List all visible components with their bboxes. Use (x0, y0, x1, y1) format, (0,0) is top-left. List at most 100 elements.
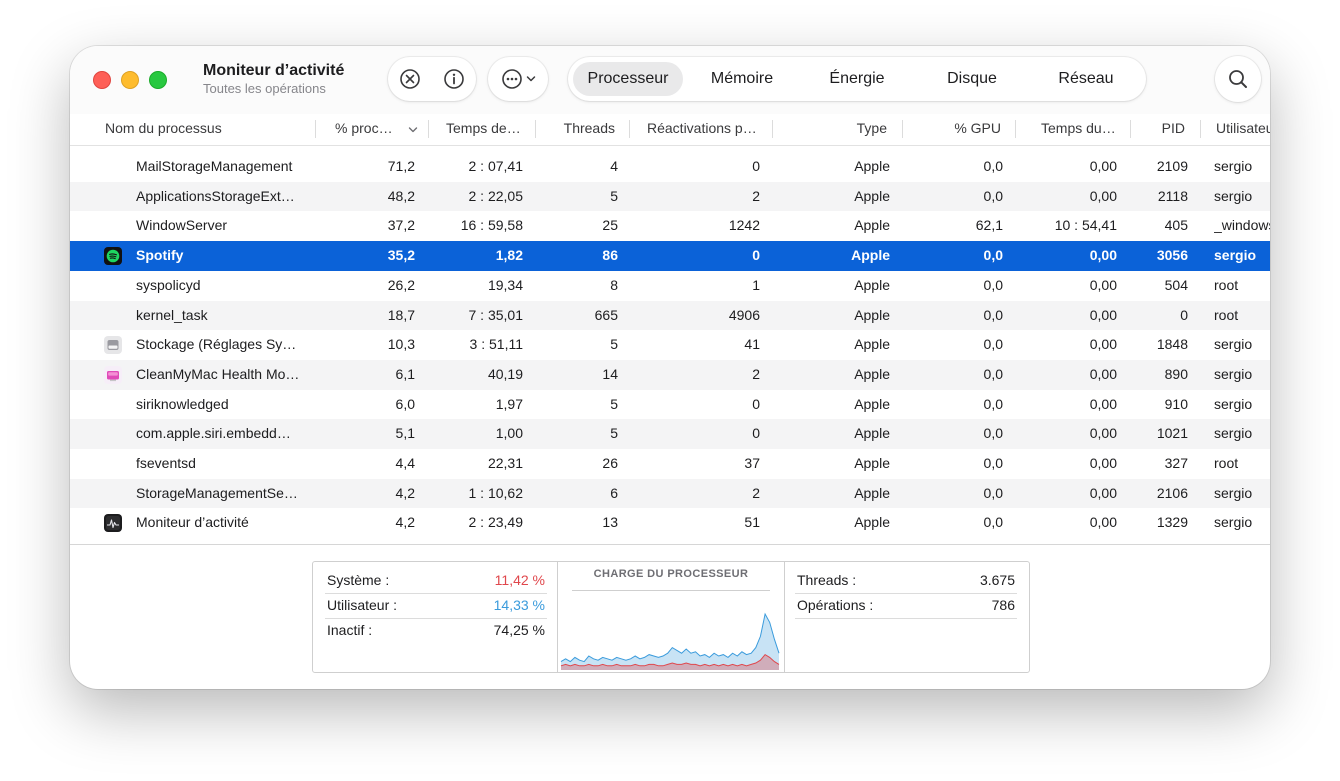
table-row[interactable]: MailStorageManagement 71,2 2 : 07,41 4 0 Appl… (70, 152, 1270, 182)
cell-pid: 1021 (1156, 425, 1188, 442)
table-row[interactable]: syspolicyd 26,2 19,34 8 1 Apple 0,0 0,00 504 root (70, 271, 1270, 301)
cell-pid: 3056 (1156, 247, 1188, 264)
cell-threads: 4 (610, 158, 618, 174)
tab-reseau[interactable]: Réseau (1058, 70, 1114, 87)
column-header-cpu[interactable]: % proc… (335, 120, 393, 136)
cell-gpu-time: 0,00 (1089, 336, 1117, 353)
cell-user: sergio (1214, 514, 1253, 531)
cell-user: sergio (1214, 365, 1253, 382)
cell-gpu-time: 0,00 (1089, 306, 1117, 323)
cell-threads: 5 (610, 425, 618, 442)
cell-pid: 405 (1164, 217, 1188, 234)
cell-process-name: MailStorageManagement (136, 158, 293, 174)
tab-disque[interactable]: Disque (947, 70, 997, 87)
cell-user: sergio (1214, 425, 1253, 442)
threads-value: 3.675 (979, 572, 1015, 588)
cell-cpu: 10,3 (387, 336, 415, 353)
tab-energie[interactable]: Énergie (829, 70, 885, 87)
cell-type: Apple (854, 455, 890, 471)
cell-threads: 5 (610, 336, 618, 353)
stop-process-button[interactable] (388, 57, 432, 101)
cell-pid: 1848 (1156, 336, 1188, 353)
cell-gpu-time: 10 : 54,41 (1054, 217, 1117, 234)
window-title: Moniteur d’activité (203, 62, 345, 79)
cell-type: Apple (854, 425, 890, 442)
cell-gpu: 0,0 (983, 158, 1003, 174)
cell-gpu: 0,0 (983, 187, 1003, 204)
cell-gpu: 0,0 (983, 455, 1003, 471)
cell-gpu-time: 0,00 (1089, 425, 1117, 442)
cell-threads: 86 (602, 247, 618, 264)
operations-value: 786 (991, 597, 1015, 613)
cell-process-name: Stockage (Réglages Sy… (136, 336, 297, 353)
cell-type: Apple (854, 187, 890, 204)
search-button[interactable] (1215, 56, 1261, 102)
info-button[interactable] (432, 57, 476, 101)
cell-process-name: ApplicationsStorageExt… (136, 187, 295, 204)
cell-user: sergio (1214, 484, 1253, 501)
info-icon (444, 69, 464, 89)
cell-wakeups: 41 (744, 336, 760, 353)
more-actions-button[interactable] (490, 57, 546, 101)
toolbar: Moniteur d’activité Toutes les opération… (70, 46, 1270, 114)
cell-wakeups: 51 (744, 514, 760, 531)
cell-user: sergio (1214, 336, 1253, 353)
cell-pid: 327 (1164, 455, 1188, 471)
cell-threads: 8 (610, 276, 618, 293)
column-header-name[interactable]: Nom du processus (105, 120, 222, 136)
cell-threads: 25 (602, 217, 618, 234)
table-row[interactable]: WindowServer 37,2 16 : 59,58 25 1242 Apple 62,… (70, 211, 1270, 241)
minimize-window-button[interactable] (121, 71, 139, 89)
cell-gpu-time: 0,00 (1089, 484, 1117, 501)
table-row[interactable]: com.apple.siri.embedd… 5,1 1,00 5 0 Apple 0,0 0… (70, 419, 1270, 449)
cell-threads: 5 (610, 187, 618, 204)
table-row[interactable]: Spotify 35,2 1,82 86 0 Apple 0,0 0,00 3056 sergio (70, 241, 1270, 271)
tab-memoire[interactable]: Mémoire (710, 70, 774, 87)
column-header-threads[interactable]: Threads (563, 120, 615, 136)
cell-process-name: fseventsd (136, 455, 196, 471)
system-load-area (561, 654, 779, 670)
cell-gpu: 0,0 (983, 484, 1003, 501)
system-load-line (560, 653, 780, 667)
cell-cpu: 4,2 (395, 514, 415, 531)
cell-wakeups: 1242 (728, 217, 760, 234)
zoom-window-button[interactable] (149, 71, 167, 89)
column-header-wakeups[interactable]: Réactivations p… (647, 120, 757, 136)
table-row[interactable]: CleanMyMac Health Mo… 6,1 40,19 14 2 Apple 0,0… (70, 359, 1270, 390)
system-label: Système : (327, 572, 390, 588)
cell-cpu: 26,2 (387, 276, 415, 293)
cell-cpu-time: 19,34 (487, 276, 523, 293)
table-row[interactable]: siriknowledged 6,0 1,97 5 0 Apple 0,0 0,00 910 se… (70, 390, 1270, 420)
cell-gpu: 0,0 (983, 336, 1003, 353)
cell-process-name: com.apple.siri.embedd… (136, 425, 291, 442)
cell-cpu-time: 40,19 (487, 365, 523, 382)
search-button-icon-wrap[interactable] (1216, 57, 1260, 101)
column-header-pid[interactable]: PID (1161, 120, 1185, 136)
table-row[interactable]: Moniteur d’activité 4,2 2 : 23,49 13 51 Apple… (70, 508, 1270, 538)
table-row[interactable]: fseventsd 4,4 22,31 26 37 Apple 0,0 0,00 327 root (70, 449, 1270, 479)
cell-cpu-time: 16 : 59,58 (460, 217, 523, 234)
cell-gpu-time: 0,00 (1089, 247, 1117, 264)
close-window-button[interactable] (93, 71, 111, 89)
tab-processeur[interactable]: Processeur (573, 62, 683, 96)
column-header-gpu-time[interactable]: Temps du… (1041, 120, 1116, 136)
cell-threads: 13 (602, 514, 618, 531)
column-header-cpu-time[interactable]: Temps de… (446, 120, 521, 136)
cell-wakeups: 1 (752, 276, 760, 293)
operations-label: Opérations : (797, 597, 874, 613)
table-row[interactable]: kernel_task 18,7 7 : 35,01 665 4906 Apple 0,0 0… (70, 300, 1270, 331)
column-header-user[interactable]: Utilisateur (1216, 120, 1270, 136)
cell-cpu: 5,1 (395, 425, 415, 442)
cell-gpu: 0,0 (983, 514, 1003, 531)
cell-gpu-time: 0,00 (1089, 276, 1117, 293)
cell-process-name: StorageManagementSe… (136, 484, 298, 501)
table-row[interactable]: ApplicationsStorageExt… 48,2 2 : 22,05 5 2 Ap… (70, 181, 1270, 212)
cell-type: Apple (854, 365, 890, 382)
column-header-type[interactable]: Type (856, 120, 887, 136)
cell-gpu-time: 0,00 (1089, 365, 1117, 382)
cell-wakeups: 0 (752, 425, 760, 442)
cell-user: sergio (1214, 247, 1257, 264)
table-row[interactable]: Stockage (Réglages Sy… 10,3 3 : 51,11 5 41 Ap… (70, 330, 1270, 360)
table-row[interactable]: StorageManagementSe… 4,2 1 : 10,62 6 2 Apple 0… (70, 478, 1270, 509)
column-header-gpu[interactable]: % GPU (954, 120, 1001, 136)
